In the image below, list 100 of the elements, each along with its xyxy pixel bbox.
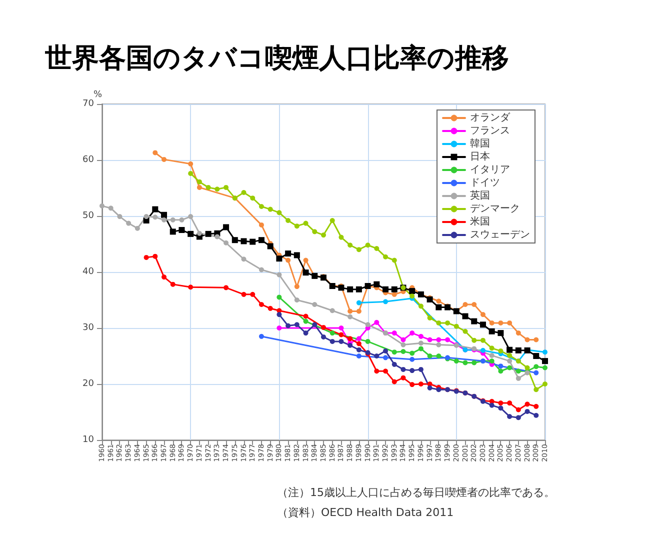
point [410,350,415,356]
point [144,254,149,260]
point [276,326,282,330]
point [152,254,158,259]
point [489,358,494,364]
point [170,282,176,287]
point [276,312,282,318]
point [498,320,504,326]
point [188,161,194,166]
point [445,337,450,342]
point [356,336,362,342]
point [330,338,335,344]
point [330,218,335,223]
point [330,330,335,336]
point [392,330,397,336]
point [214,186,220,192]
point [356,300,362,306]
point [276,210,282,216]
point [303,318,308,324]
point [392,292,397,297]
point [427,337,432,342]
point [507,320,512,326]
y-tick-label: 50 [82,211,94,221]
point [498,364,504,369]
point [542,350,548,355]
point [240,238,247,244]
point [507,365,512,370]
point [134,226,140,231]
point [178,227,185,233]
legend-label: ドイツ [470,178,500,188]
point [338,234,344,240]
point [348,314,353,320]
point [472,302,477,307]
y-axis-title: % [93,90,102,100]
point [356,286,362,292]
point [489,402,494,408]
point [462,328,468,334]
legend-label: 米国 [470,216,490,228]
point [472,338,477,343]
point [383,254,388,260]
point [436,342,442,348]
point [276,294,282,300]
point [400,375,406,380]
point [338,326,344,330]
point [330,308,335,314]
point [489,320,494,326]
point [286,323,291,328]
point [400,349,406,354]
point [224,240,229,246]
point [126,220,132,226]
point [258,222,264,228]
point [224,285,229,290]
point [392,362,397,367]
legend-label: デンマーク [470,204,520,214]
point [516,330,521,336]
point [506,346,513,353]
point [533,353,540,359]
point [365,242,370,248]
point [162,156,167,162]
point [250,292,256,297]
point [294,224,300,229]
point [162,217,167,222]
point [400,366,406,372]
point [356,308,362,314]
point [374,246,380,251]
point [267,243,274,250]
point [542,365,548,370]
y-tick-label: 20 [82,379,94,389]
point [534,364,539,370]
point [108,206,114,211]
point [321,324,326,330]
point [161,212,168,218]
point [462,302,468,307]
point [534,337,539,342]
point [303,258,308,263]
point [170,228,176,235]
point [436,387,442,392]
point [542,358,548,364]
point [374,281,380,288]
point [258,267,264,272]
point [507,414,512,419]
y-tick-label: 70 [82,99,94,109]
point [241,292,246,297]
point [188,214,194,220]
legend-label: スウェーデン [470,230,530,240]
point [258,334,264,339]
point [392,258,397,263]
point [534,387,539,392]
point [489,352,494,358]
point [374,320,380,325]
point [348,336,353,342]
point [480,348,486,353]
point [232,237,238,244]
point [488,328,495,334]
point [418,382,424,386]
y-tick-label: 40 [82,267,94,277]
point [268,206,273,212]
point [454,324,459,329]
point [347,286,354,292]
point [462,313,468,320]
